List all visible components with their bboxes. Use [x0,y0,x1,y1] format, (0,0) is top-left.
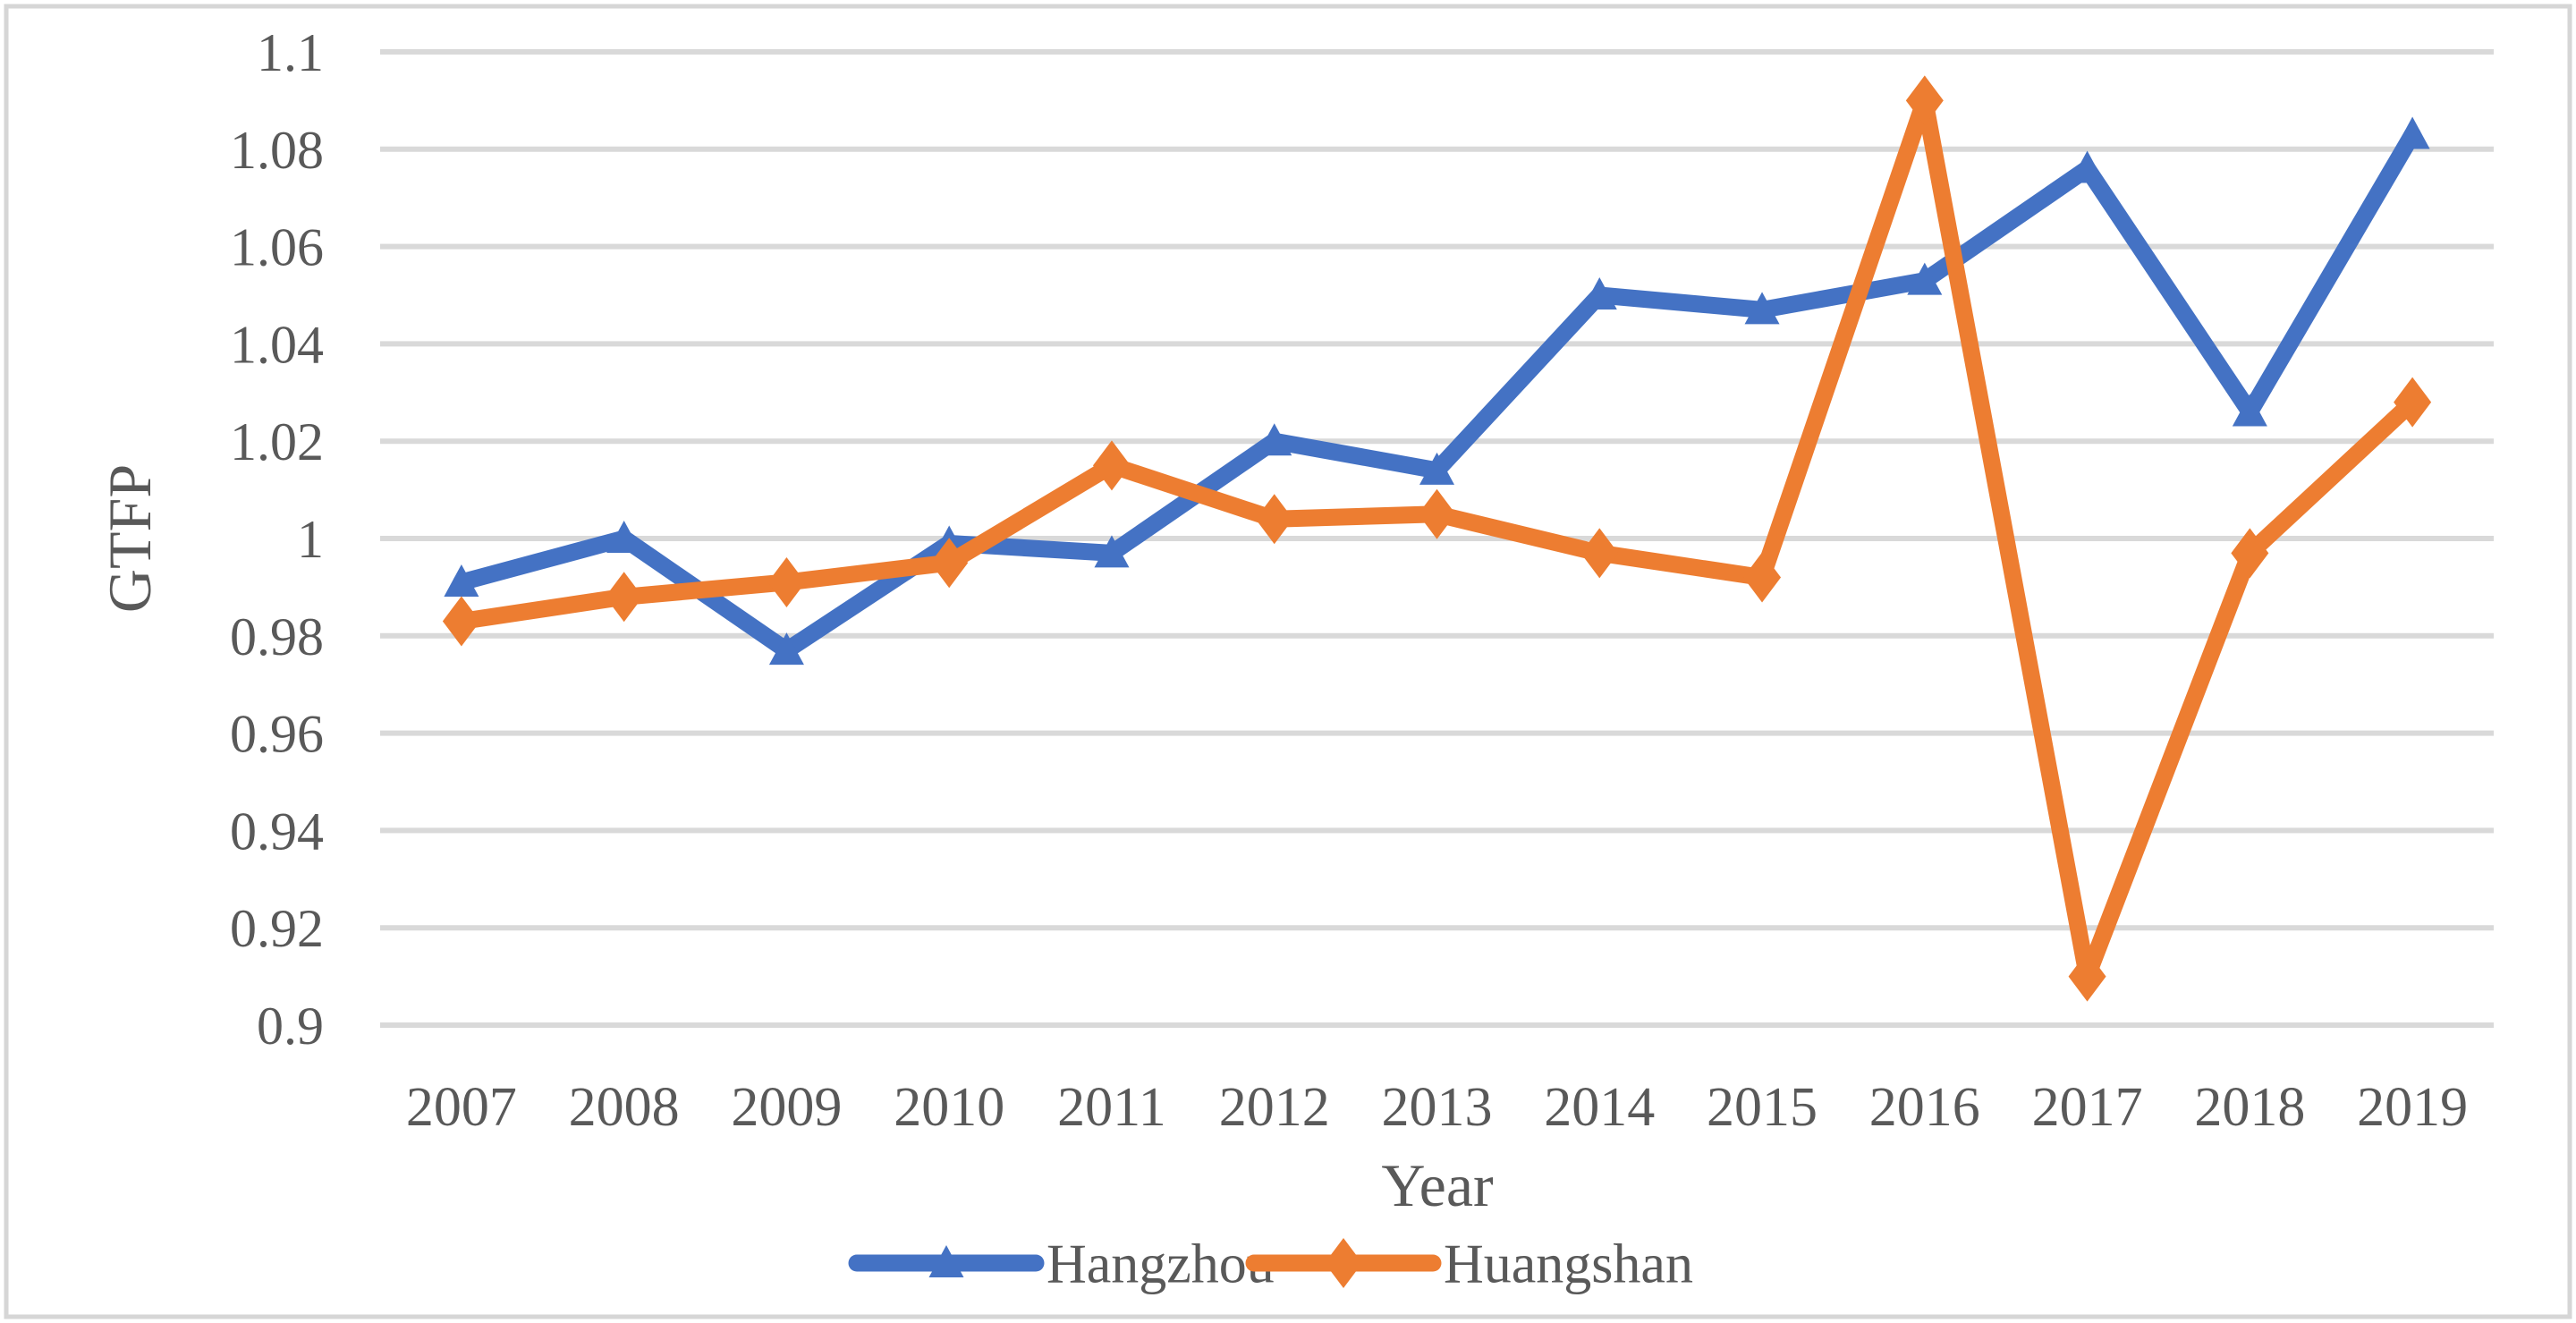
diamond-marker [930,538,969,589]
legend-diamond-marker [1325,1238,1362,1288]
legend: Hangzhou Huangshan [848,1234,1693,1295]
chart-border [4,4,2572,1319]
legend-label: Hangzhou [1046,1234,1275,1295]
y-tick-label: 1.04 [230,315,324,374]
triangle-marker [2394,116,2430,149]
x-tick-label: 2014 [1544,1077,1655,1138]
y-tick-label: 0.96 [230,705,324,764]
x-tick-label: 2018 [2194,1077,2305,1138]
triangle-marker [2070,150,2106,183]
legend-label: Huangshan [1444,1234,1693,1295]
triangle-marker [768,632,804,666]
diamond-marker [1255,494,1293,545]
y-tick-label: 1.08 [230,121,324,180]
x-tick-label: 2008 [569,1077,680,1138]
triangle-marker [2232,394,2267,427]
triangle-marker [1581,277,1617,310]
x-tick-label: 2009 [731,1077,842,1138]
x-tick-label: 2012 [1219,1077,1330,1138]
diamond-marker [1743,552,1782,603]
x-tick-label: 2013 [1382,1077,1493,1138]
diamond-marker [2068,951,2106,1002]
triangle-marker [606,521,642,553]
triangle-marker [1744,292,1780,325]
x-tick-label: 2017 [2032,1077,2143,1138]
x-tick-label: 2015 [1707,1077,1818,1138]
series-huangshan [442,75,2432,1002]
x-tick-label: 2007 [406,1077,517,1138]
x-axis-tick-labels: 2007 2008 2009 2010 2011 2012 2013 2014 2015 2016… [406,1077,2468,1138]
y-tick-label: 0.94 [230,801,324,861]
legend-triangle-marker [928,1245,964,1277]
x-tick-label: 2016 [1869,1077,1980,1138]
diamond-marker [442,596,480,647]
diamond-marker [2394,377,2432,428]
x-tick-label: 2011 [1057,1077,1166,1138]
y-tick-label: 0.92 [230,899,324,958]
triangle-marker [1257,423,1292,456]
x-tick-label: 2010 [894,1077,1004,1138]
diamond-marker [1905,75,1944,126]
legend-item-hangzhou: Hangzhou [848,1234,1275,1295]
triangle-marker [1907,262,1943,295]
triangle-marker [1419,452,1454,485]
diamond-marker [1418,488,1456,539]
y-tick-label: 1.02 [230,412,324,471]
series-layer [442,75,2432,1002]
y-tick-label: 1.06 [230,218,324,277]
x-tick-label: 2019 [2357,1077,2468,1138]
diamond-marker [767,556,806,607]
triangle-marker [1094,535,1130,568]
diamond-marker [1092,440,1131,491]
diamond-marker [1580,528,1619,579]
y-axis-title: GTFP [96,464,164,613]
x-axis-title: Year [1381,1151,1494,1219]
diamond-marker [605,572,643,623]
y-tick-label: 0.9 [257,996,324,1056]
gridlines-layer [380,49,2494,1028]
y-tick-label: 0.98 [230,607,324,666]
legend-item-huangshan: Huangshan [1245,1234,1693,1295]
diamond-marker [2231,528,2269,579]
triangle-marker [444,564,479,597]
y-tick-label: 1 [297,510,324,569]
y-tick-label: 1.1 [257,23,324,82]
y-axis-tick-labels: 1.1 1.08 1.06 1.04 1.02 1 0.98 0.96 0.94 0.92 0.9 [230,23,324,1056]
